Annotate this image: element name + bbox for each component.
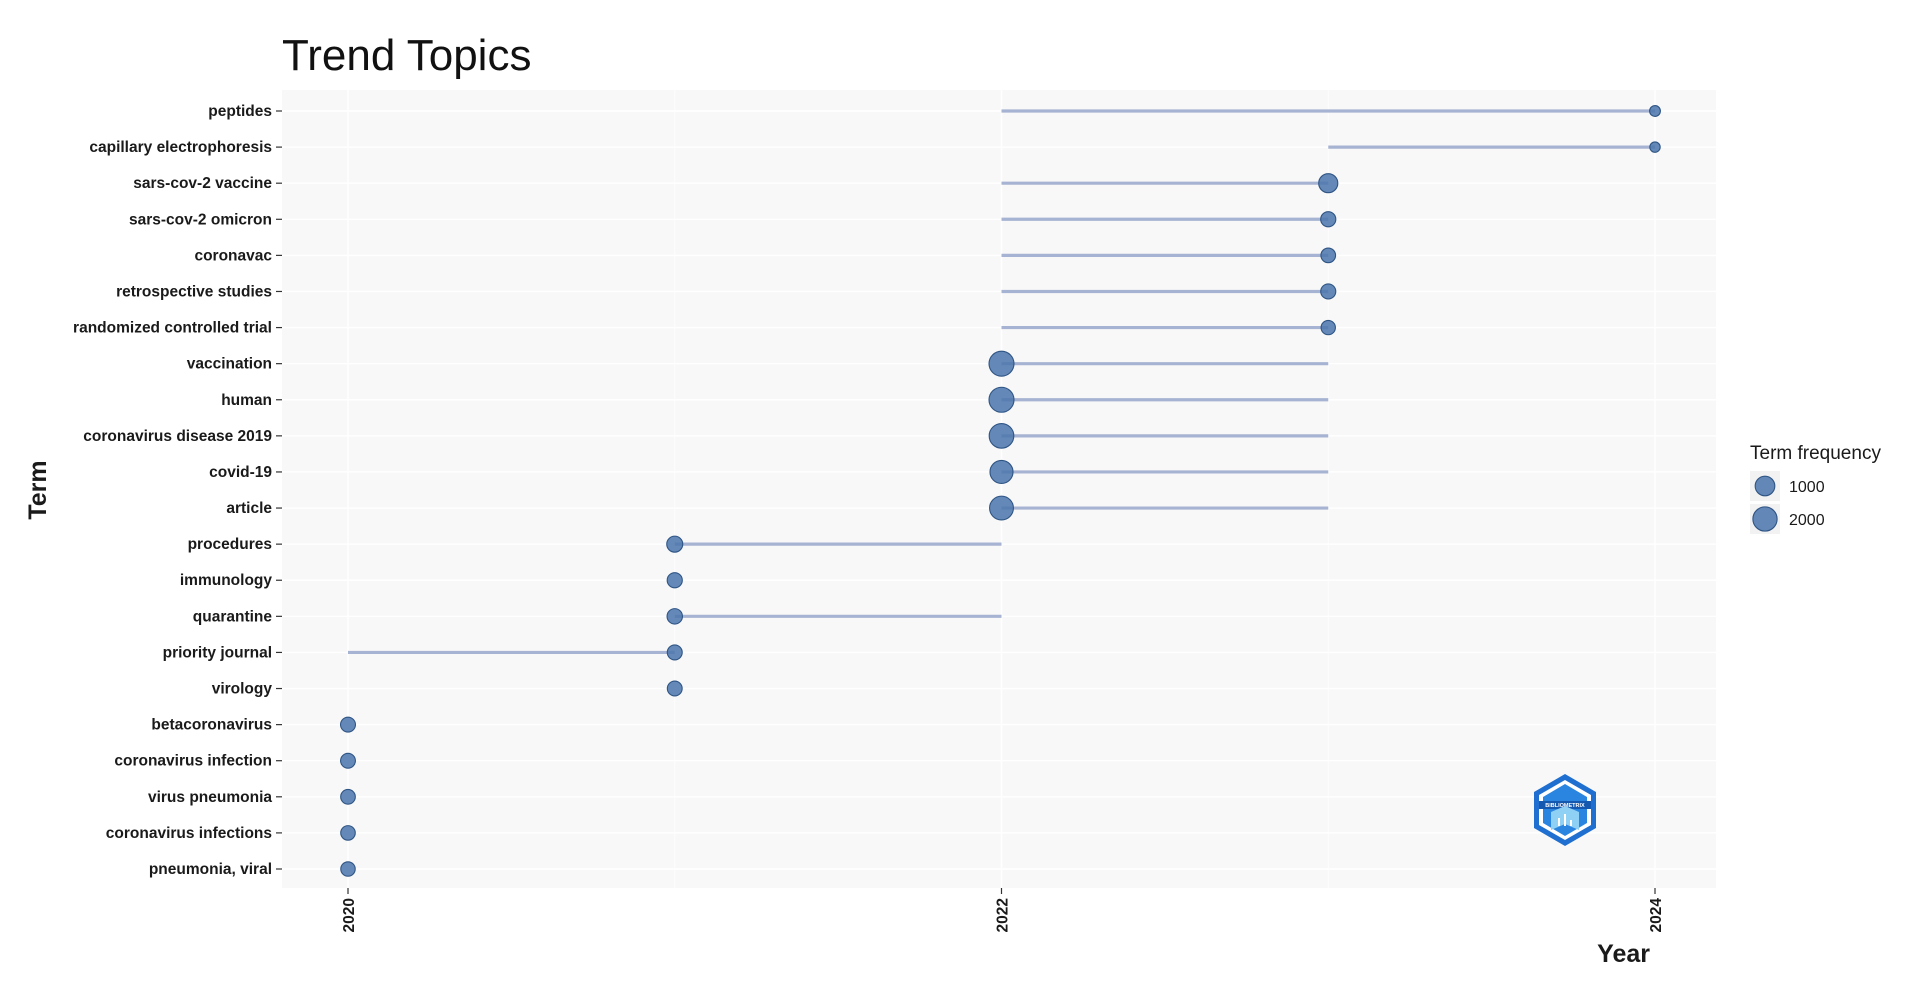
- point-13: [666, 572, 683, 589]
- y-tick-label: peptides: [208, 103, 272, 120]
- point-1: [1649, 141, 1661, 153]
- point-14: [666, 608, 684, 625]
- logo-banner: [1539, 801, 1591, 809]
- point-6: [1320, 319, 1336, 336]
- logo-chart-icon: [1558, 814, 1572, 826]
- x-tick-label: 2024: [1648, 898, 1665, 933]
- y-tick-label: virology: [212, 681, 273, 698]
- point-16: [666, 680, 683, 697]
- legend-key-1: [1752, 506, 1778, 532]
- y-tick-label: priority journal: [163, 644, 272, 661]
- point-5: [1320, 283, 1337, 300]
- point-7: [988, 350, 1015, 377]
- y-tick-label: quarantine: [193, 608, 273, 625]
- y-tick-label: article: [226, 500, 272, 517]
- x-axis-title: Year: [1597, 940, 1650, 968]
- logo-text: BIBLIOMETRIX: [1545, 803, 1585, 809]
- point-12: [666, 535, 684, 553]
- point-19: [340, 788, 356, 805]
- y-tick-label: capillary electrophoresis: [89, 139, 272, 156]
- point-17: [339, 716, 357, 733]
- y-tick-label: vaccination: [187, 356, 272, 373]
- legend: Term frequency 1000 2000: [1750, 443, 1881, 534]
- segments: [348, 109, 1655, 655]
- y-tick-label: coronavirus infection: [114, 753, 272, 770]
- point-9: [988, 422, 1015, 449]
- y-tick-label: pneumonia, viral: [149, 861, 272, 878]
- x-tick-label: 2022: [995, 898, 1012, 932]
- point-18: [340, 752, 356, 769]
- legend-keys: 1000 2000: [1750, 471, 1825, 534]
- point-3: [1320, 211, 1337, 228]
- point-0: [1649, 105, 1661, 117]
- point-20: [340, 825, 356, 841]
- x-tick-label: 2020: [341, 898, 358, 932]
- legend-label-0: 1000: [1789, 479, 1825, 496]
- y-tick-label: procedures: [188, 536, 272, 553]
- y-tick-label: coronavirus disease 2019: [83, 428, 272, 445]
- y-tick-label: sars-cov-2 vaccine: [133, 175, 272, 192]
- y-tick-label: retrospective studies: [116, 283, 272, 300]
- point-2: [1318, 173, 1339, 194]
- x-axis: 2020 2022 2024: [341, 888, 1665, 932]
- y-tick-label: virus pneumonia: [148, 789, 272, 806]
- y-axis: peptides capillary electrophoresis sars-co…: [73, 103, 282, 878]
- y-tick-label: coronavirus infections: [106, 825, 272, 842]
- y-tick-label: randomized controlled trial: [73, 320, 272, 337]
- y-tick-label: immunology: [180, 572, 273, 589]
- y-tick-label: coronavac: [194, 247, 272, 264]
- point-4: [1320, 247, 1337, 264]
- y-tick-label: human: [221, 392, 272, 409]
- y-tick-label: betacoronavirus: [151, 717, 272, 734]
- legend-label-1: 2000: [1789, 512, 1825, 529]
- plot-panel: [282, 90, 1716, 888]
- y-tick-label: covid-19: [209, 464, 272, 481]
- y-axis-title: Term: [24, 460, 52, 519]
- legend-title: Term frequency: [1750, 443, 1881, 464]
- point-10: [989, 459, 1014, 485]
- y-tick-label: sars-cov-2 omicron: [129, 211, 272, 228]
- points: [339, 105, 1661, 877]
- legend-key-0: [1754, 475, 1776, 497]
- bibliometrix-logo: BIBLIOMETRIX: [1534, 774, 1596, 846]
- point-15: [666, 644, 683, 661]
- point-8: [988, 386, 1015, 413]
- point-11: [989, 495, 1014, 521]
- chart-title: Trend Topics: [282, 31, 531, 80]
- point-21: [340, 861, 356, 877]
